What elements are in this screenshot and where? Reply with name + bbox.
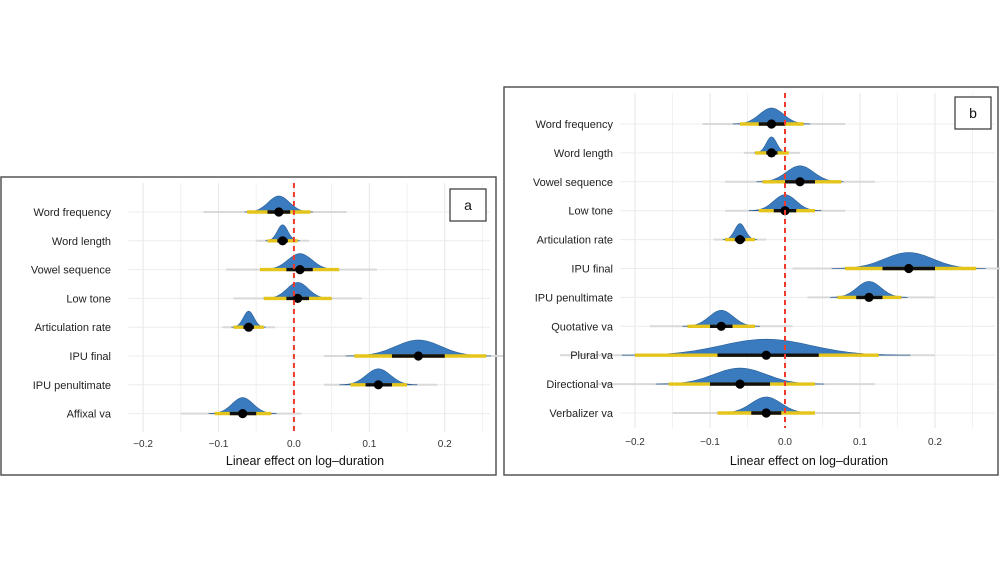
row-label: Directional va bbox=[546, 379, 614, 391]
point-estimate bbox=[735, 235, 745, 245]
ridge-row bbox=[560, 338, 935, 360]
row-label: Low tone bbox=[66, 293, 111, 305]
panel-a-x-ticks: −0.2 −0.1 0.0 0.1 0.2 bbox=[133, 439, 452, 450]
ridge-row bbox=[702, 107, 845, 129]
panel-a-ridges bbox=[180, 195, 521, 419]
x-tick-label: −0.1 bbox=[209, 439, 229, 450]
row-label: IPU final bbox=[571, 264, 613, 276]
density-ridge bbox=[339, 368, 418, 386]
ridge-row bbox=[324, 339, 521, 361]
row-label: Articulation rate bbox=[537, 235, 613, 247]
point-estimate bbox=[373, 380, 383, 390]
point-estimate bbox=[761, 350, 771, 360]
point-estimate bbox=[904, 263, 914, 274]
point-estimate bbox=[238, 409, 248, 419]
x-tick-label: 0.2 bbox=[928, 437, 942, 448]
row-label: Word frequency bbox=[536, 119, 614, 131]
panel-a-row-labels: Word frequency Word length Vowel sequence L… bbox=[31, 207, 112, 421]
row-label: Vowel sequence bbox=[31, 265, 111, 277]
panel-b-row-labels: Word frequency Word length Vowel sequence L… bbox=[533, 119, 614, 420]
panel-b-x-axis-label: Linear effect on log–duration bbox=[730, 454, 888, 468]
point-estimate bbox=[864, 292, 874, 302]
point-estimate bbox=[413, 351, 423, 361]
ridge-row bbox=[256, 224, 309, 246]
row-label: IPU penultimate bbox=[33, 380, 111, 392]
ridge-row bbox=[180, 397, 302, 419]
point-estimate bbox=[293, 293, 303, 303]
panel-b-tag: b bbox=[969, 105, 977, 121]
row-label: Word length bbox=[52, 236, 111, 248]
ridge-row bbox=[743, 136, 800, 158]
row-label: Vowel sequence bbox=[533, 177, 613, 189]
panel-a-tag-box bbox=[449, 188, 487, 222]
row-label: IPU final bbox=[69, 351, 111, 363]
point-estimate bbox=[244, 322, 254, 332]
point-estimate bbox=[766, 119, 777, 129]
row-label: Verbalizer va bbox=[549, 408, 613, 420]
row-label: Affixal va bbox=[67, 409, 112, 421]
row-label: Low tone bbox=[568, 206, 613, 218]
panel-b: Word frequency Word length Vowel sequence L… bbox=[503, 86, 1000, 476]
ridge-row bbox=[713, 223, 767, 245]
ridge-row bbox=[233, 282, 362, 303]
point-estimate bbox=[735, 379, 745, 389]
panel-a-grid bbox=[128, 183, 490, 432]
panel-a-x-axis-label: Linear effect on log–duration bbox=[226, 454, 384, 468]
point-estimate bbox=[278, 236, 288, 246]
ridge-row bbox=[203, 195, 347, 217]
ridge-row bbox=[807, 281, 935, 302]
row-label: Plural va bbox=[570, 350, 614, 362]
panel-a: Word frequency Word length Vowel sequence L… bbox=[0, 176, 521, 476]
row-label: Word length bbox=[554, 148, 613, 160]
point-estimate bbox=[274, 207, 284, 217]
x-tick-label: 0.1 bbox=[853, 437, 867, 448]
point-estimate bbox=[295, 265, 305, 275]
row-label: Word frequency bbox=[34, 207, 112, 219]
ridge-row bbox=[324, 368, 438, 390]
x-tick-label: 0.1 bbox=[362, 439, 376, 450]
panel-b-ridges bbox=[560, 107, 1000, 418]
x-tick-label: 0.0 bbox=[287, 439, 301, 450]
x-tick-label: −0.2 bbox=[133, 439, 153, 450]
x-tick-label: 0.0 bbox=[778, 437, 792, 448]
x-tick-label: −0.2 bbox=[625, 437, 645, 448]
ridge-row bbox=[650, 309, 793, 331]
x-tick-label: −0.1 bbox=[700, 437, 720, 448]
row-label: IPU penultimate bbox=[535, 292, 613, 304]
panel-b-x-ticks: −0.2 −0.1 0.0 0.1 0.2 bbox=[625, 437, 942, 448]
ridge-row bbox=[672, 396, 860, 418]
panel-b-tag-box bbox=[954, 96, 992, 130]
row-label: Articulation rate bbox=[35, 322, 111, 334]
point-estimate bbox=[761, 408, 771, 418]
point-estimate bbox=[795, 177, 805, 187]
point-estimate bbox=[716, 321, 726, 331]
ridge-row bbox=[222, 310, 276, 332]
panel-a-tag: a bbox=[464, 197, 472, 213]
point-estimate bbox=[766, 148, 777, 158]
row-label: Quotative va bbox=[551, 321, 614, 333]
x-tick-label: 0.2 bbox=[438, 439, 452, 450]
ridge-row bbox=[725, 165, 875, 187]
ridge-row bbox=[792, 252, 1000, 274]
ridge-row bbox=[597, 367, 875, 389]
ridge-row bbox=[226, 253, 377, 275]
